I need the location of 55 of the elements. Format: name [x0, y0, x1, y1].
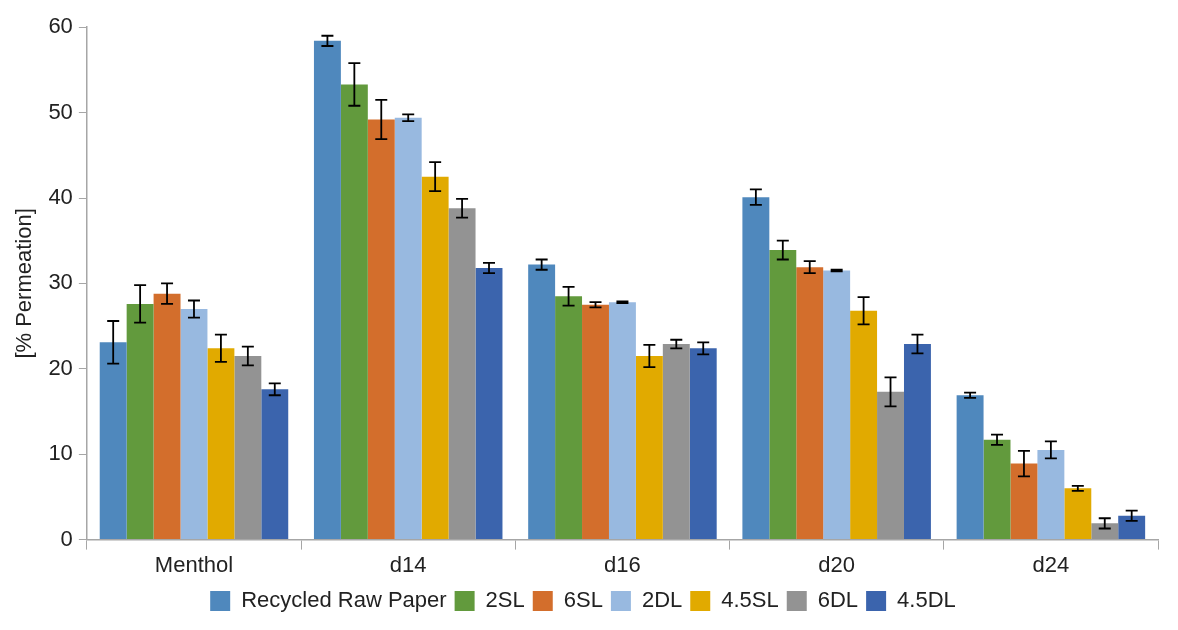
bar	[1118, 515, 1146, 540]
bar	[180, 309, 208, 540]
legend-label: 6SL	[563, 587, 603, 613]
bar	[313, 40, 341, 540]
bar	[207, 348, 235, 540]
bar	[394, 117, 422, 540]
x-tick-label: Menthol	[154, 551, 234, 577]
x-tick-label: d14	[389, 551, 427, 577]
legend-label: 4.5SL	[721, 587, 779, 613]
x-tick-label: d24	[1032, 551, 1070, 577]
legend-label: Recycled Raw Paper	[241, 587, 447, 613]
bar	[475, 268, 503, 540]
bar	[340, 84, 368, 540]
bar	[956, 395, 984, 540]
bar	[1010, 463, 1038, 540]
bar	[421, 176, 449, 540]
legend-label: 6DL	[817, 587, 859, 613]
bar	[850, 310, 878, 540]
bar	[367, 119, 395, 540]
bar	[608, 302, 636, 540]
bar	[1037, 449, 1065, 540]
bar	[903, 344, 931, 540]
bar	[823, 270, 851, 540]
y-tick-label: 30	[48, 269, 73, 295]
bar	[582, 304, 609, 540]
legend-label: 2SL	[485, 587, 525, 613]
bar	[261, 389, 289, 540]
x-tick-label: d20	[818, 551, 856, 577]
bar	[689, 348, 717, 540]
bar	[448, 208, 476, 540]
bar	[234, 355, 262, 540]
legend-label: 4.5DL	[897, 587, 956, 613]
bar	[983, 439, 1011, 540]
bar	[742, 197, 770, 540]
bar	[555, 296, 583, 540]
y-tick-label: 60	[48, 13, 73, 39]
bar	[877, 391, 904, 540]
y-tick-label: 50	[48, 98, 73, 124]
bar	[635, 355, 663, 540]
bar	[1064, 488, 1092, 540]
bar	[662, 344, 690, 540]
bar	[126, 303, 154, 540]
x-tick-label: d16	[604, 551, 641, 577]
y-tick-label: 10	[48, 440, 73, 466]
y-tick-label: 20	[48, 354, 73, 380]
legend-label: 2DL	[641, 587, 683, 613]
bar	[99, 342, 127, 540]
y-tick-label: 40	[48, 184, 73, 210]
bar	[769, 250, 797, 540]
bar	[1091, 523, 1119, 540]
bar	[153, 293, 181, 540]
y-tick-label: 0	[60, 525, 73, 551]
bar	[528, 264, 556, 540]
bar	[796, 267, 824, 540]
y-axis-title: [% Permeation]	[11, 208, 37, 359]
